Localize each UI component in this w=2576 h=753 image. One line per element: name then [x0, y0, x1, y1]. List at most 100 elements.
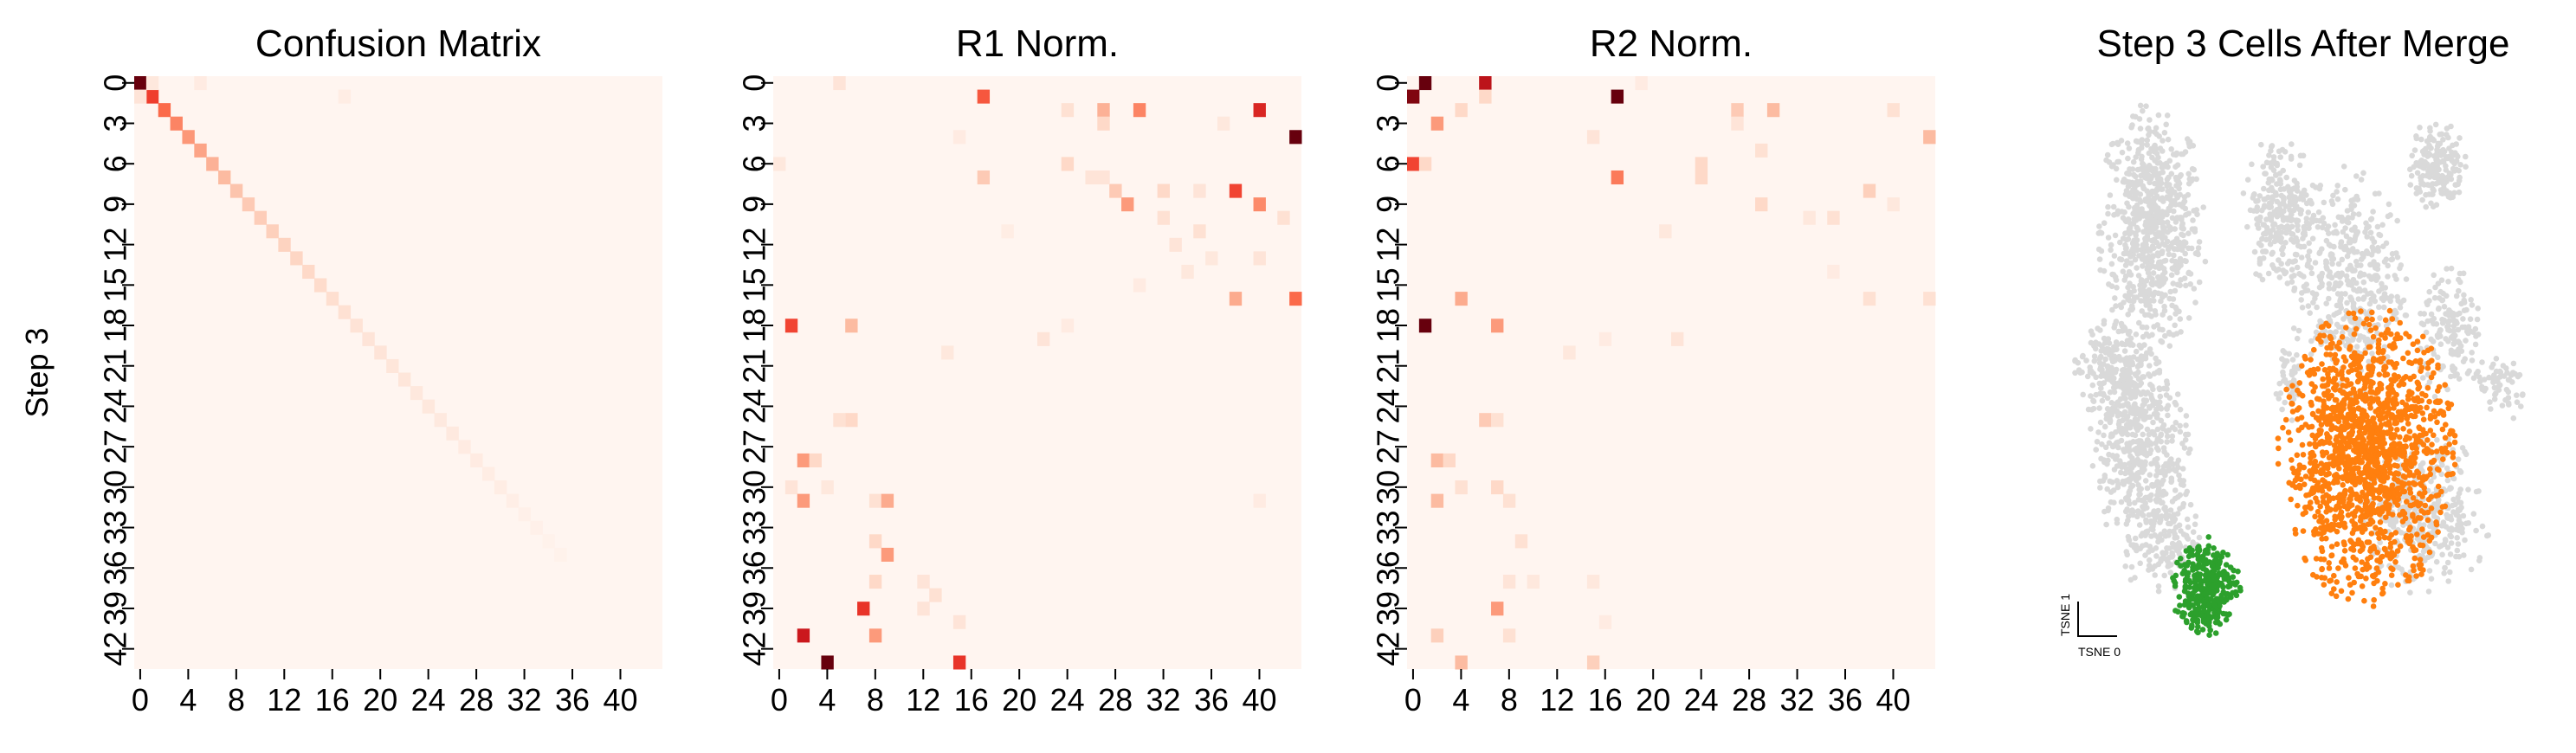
scatter-point: [2410, 495, 2417, 501]
scatter-point: [2289, 259, 2296, 265]
scatter-point: [2097, 419, 2104, 426]
scatter-point: [2153, 473, 2160, 479]
scatter-point: [2405, 350, 2411, 357]
scatter-point: [2397, 543, 2404, 550]
scatter-point: [2407, 376, 2413, 383]
scatter-point: [2308, 351, 2315, 357]
scatter-point: [2347, 486, 2354, 492]
scatter-point: [2114, 520, 2121, 526]
heatmap-cell: [554, 547, 567, 562]
scatter-point: [2125, 236, 2132, 242]
scatter-point: [2308, 460, 2314, 466]
scatter-point: [2438, 446, 2444, 452]
scatter-point: [2118, 437, 2125, 444]
scatter-point: [2379, 280, 2385, 287]
scatter-point: [2158, 417, 2165, 424]
scatter-point: [2151, 195, 2158, 202]
scatter-point: [2426, 398, 2432, 405]
scatter-point: [2343, 273, 2350, 280]
scatter-point: [2445, 471, 2451, 478]
scatter-point: [2454, 509, 2461, 516]
scatter-point: [2336, 339, 2343, 346]
scatter-point: [2391, 396, 2397, 402]
scatter-point: [2114, 440, 2120, 446]
scatter-point: [2105, 235, 2112, 241]
scatter-point: [2313, 443, 2319, 450]
scatter-point: [2160, 169, 2166, 176]
scatter-point: [2389, 316, 2396, 322]
scatter-point: [2367, 344, 2373, 351]
scatter-point: [2436, 383, 2443, 390]
scatter-point: [2106, 281, 2112, 287]
scatter-point: [2151, 298, 2157, 304]
y-tick-label: 42: [737, 632, 772, 666]
scatter-point: [2363, 424, 2369, 430]
scatter-point: [2146, 150, 2153, 157]
scatter-point: [2196, 279, 2203, 286]
scatter-point: [2101, 320, 2108, 327]
scatter-point: [2191, 286, 2198, 292]
scatter-point: [2374, 223, 2381, 230]
scatter-point: [2362, 350, 2368, 357]
scatter-point: [2382, 372, 2388, 378]
scatter-point: [2428, 534, 2435, 541]
scatter-point: [2441, 304, 2448, 310]
scatter-point: [2392, 476, 2398, 482]
scatter-point: [2360, 489, 2366, 496]
scatter-point: [2440, 319, 2446, 325]
scatter-point: [2426, 379, 2433, 385]
scatter-point: [2177, 422, 2183, 429]
scatter-point: [2369, 389, 2376, 396]
scatter-point: [2307, 441, 2313, 447]
scatter-point: [2443, 537, 2449, 544]
heatmap-cell: [1430, 628, 1444, 643]
scatter-point: [2127, 272, 2134, 278]
scatter-point: [2269, 143, 2276, 149]
heatmap-cell: [530, 520, 543, 535]
scatter-point: [2403, 534, 2410, 541]
scatter-point: [2295, 502, 2301, 509]
scatter-point: [2179, 225, 2185, 231]
scatter-point: [2259, 276, 2266, 283]
scatter-point: [2424, 446, 2431, 452]
x-tick-label: 40: [1242, 682, 1276, 718]
scatter-point: [2133, 348, 2140, 355]
scatter-point: [2383, 486, 2390, 492]
heatmap-cell: [206, 157, 219, 171]
scatter-point: [2334, 417, 2341, 423]
scatter-point: [2120, 426, 2126, 432]
scatter-point: [2510, 360, 2517, 367]
heatmap-cell: [1479, 76, 1492, 91]
heatmap-cell: [1755, 197, 1768, 212]
scatter-point: [2410, 544, 2417, 550]
scatter-point: [2172, 322, 2178, 329]
scatter-point: [2152, 572, 2158, 578]
heatmap-cell: [1253, 493, 1266, 508]
scatter-point: [2163, 121, 2169, 128]
heatmap-cell: [1611, 89, 1624, 104]
scatter-point: [2428, 478, 2434, 485]
scatter-point: [2394, 548, 2401, 554]
scatter-point: [2263, 228, 2269, 235]
scatter-point: [2327, 252, 2334, 259]
scatter-point: [2280, 194, 2287, 201]
scatter-point: [2132, 256, 2139, 263]
scatter-point: [2346, 369, 2352, 376]
scatter-point: [2428, 311, 2435, 318]
scatter-point: [2370, 247, 2377, 254]
scatter-point: [2323, 464, 2329, 471]
scatter-point: [2369, 447, 2376, 454]
scatter-point: [2124, 140, 2131, 146]
scatter-point: [2341, 490, 2347, 496]
scatter-point: [2093, 447, 2099, 453]
scatter-point: [2109, 479, 2115, 486]
scatter-point: [2434, 501, 2440, 508]
scatter-point: [2167, 224, 2173, 231]
scatter-point: [2142, 532, 2148, 538]
scatter-point: [2461, 299, 2468, 306]
heatmap-cell: [145, 89, 159, 104]
y-tick-label: 6: [98, 155, 133, 172]
scatter-point: [2431, 432, 2437, 439]
scatter-point: [2157, 274, 2163, 281]
heatmap-cell: [868, 493, 882, 508]
